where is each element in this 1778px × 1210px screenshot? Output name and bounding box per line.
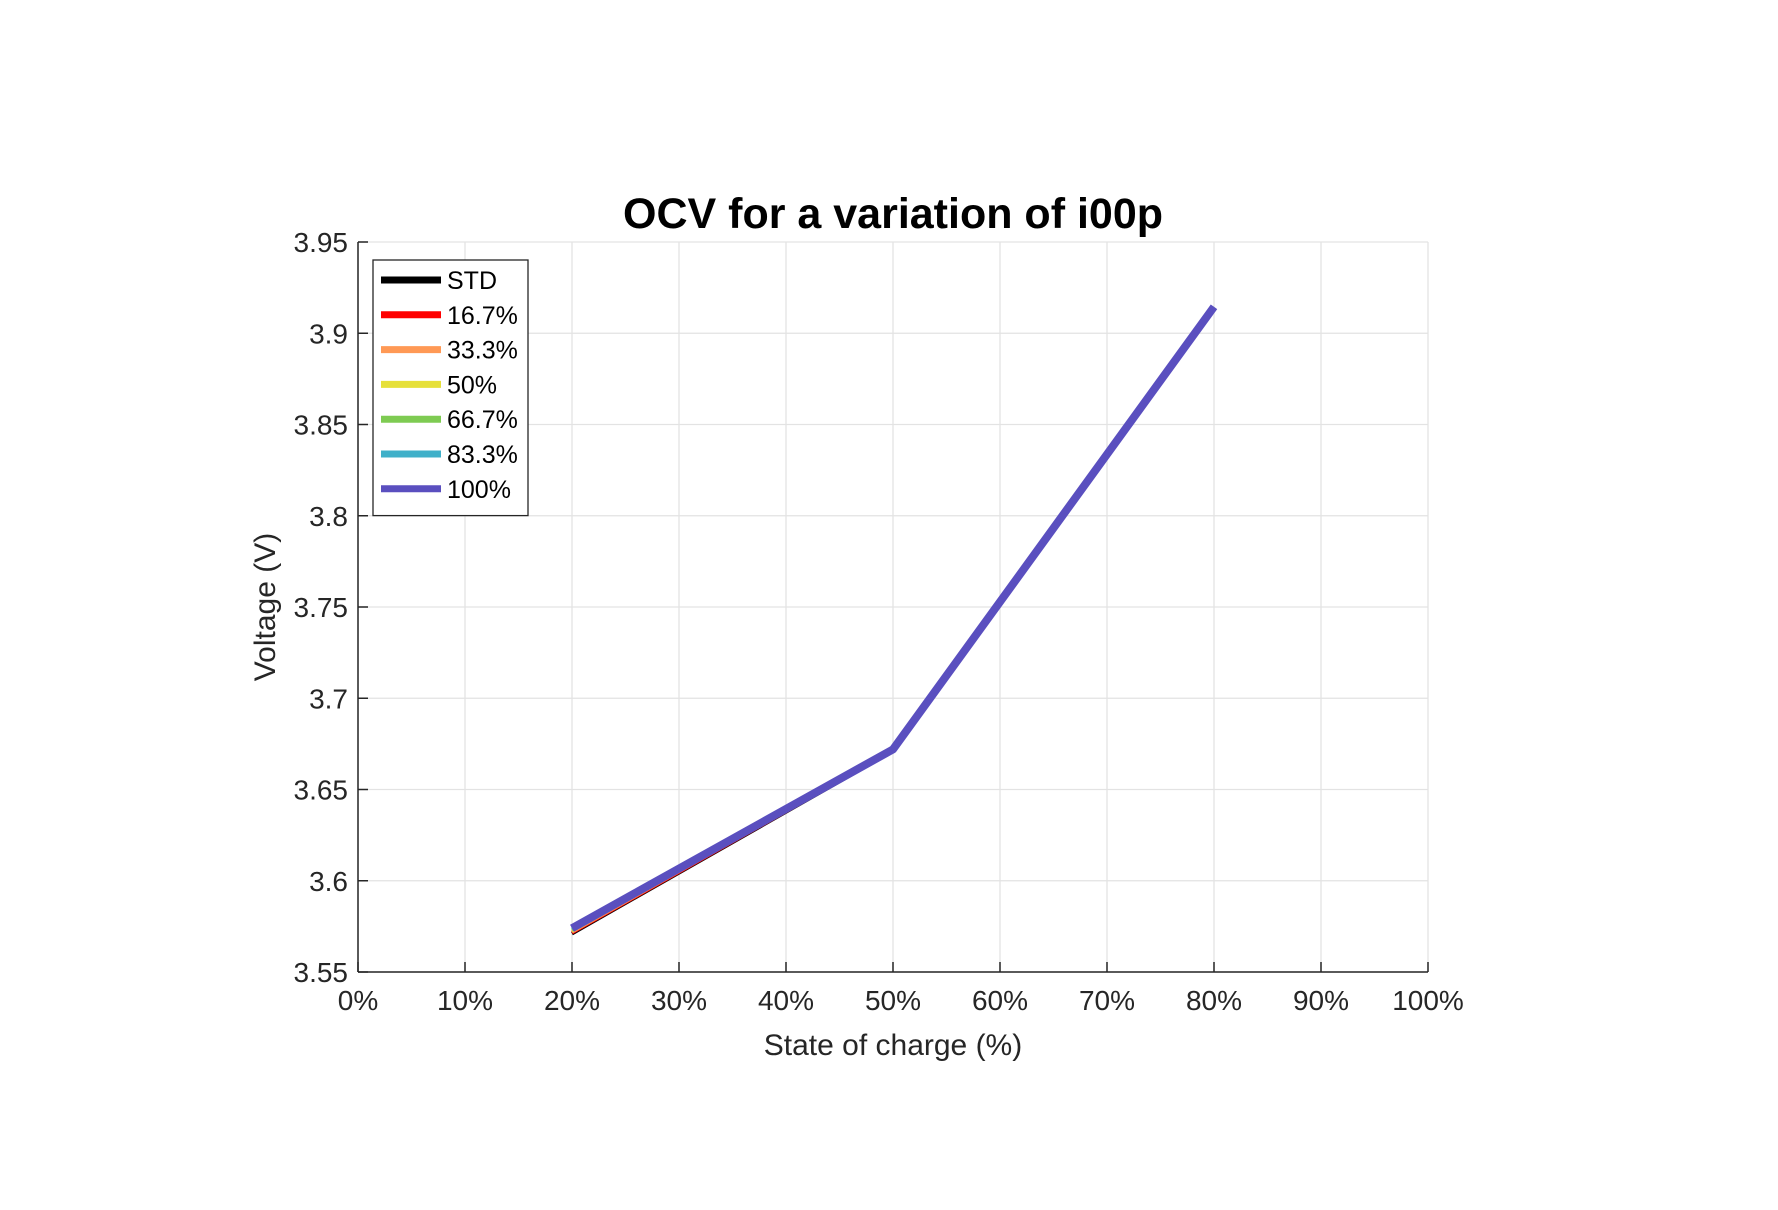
legend-label: 33.3% bbox=[447, 337, 518, 365]
x-axis-label: State of charge (%) bbox=[764, 1029, 1022, 1062]
legend-label: 50% bbox=[447, 371, 497, 399]
y-tick-label: 3.95 bbox=[294, 227, 349, 258]
x-tick-label: 100% bbox=[1392, 985, 1464, 1016]
y-tick-label: 3.65 bbox=[294, 775, 349, 806]
x-tick-label: 50% bbox=[865, 985, 921, 1016]
y-tick-label: 3.85 bbox=[294, 410, 349, 441]
y-tick-label: 3.7 bbox=[309, 683, 348, 714]
legend-label: 16.7% bbox=[447, 302, 518, 330]
legend-label: STD bbox=[447, 267, 497, 295]
y-tick-label: 3.6 bbox=[309, 866, 348, 897]
x-tick-label: 40% bbox=[758, 985, 814, 1016]
x-tick-label: 10% bbox=[437, 985, 493, 1016]
legend: STD 16.7% 33.3% 50% 66.7% 83.3% 100% bbox=[373, 260, 528, 516]
x-tick-label: 0% bbox=[338, 985, 378, 1016]
x-tick-label: 30% bbox=[651, 985, 707, 1016]
x-tick-label: 90% bbox=[1293, 985, 1349, 1016]
x-tick-label: 80% bbox=[1186, 985, 1242, 1016]
y-tick-label: 3.9 bbox=[309, 318, 348, 349]
legend-label: 83.3% bbox=[447, 441, 518, 469]
y-tick-label: 3.75 bbox=[294, 592, 349, 623]
x-tick-label: 20% bbox=[544, 985, 600, 1016]
y-tick-label: 3.55 bbox=[294, 957, 349, 988]
chart-title: OCV for a variation of i00p bbox=[623, 190, 1163, 238]
legend-label: 100% bbox=[447, 476, 511, 504]
x-tick-label: 60% bbox=[972, 985, 1028, 1016]
legend-label: 66.7% bbox=[447, 406, 518, 434]
x-tick-label: 70% bbox=[1079, 985, 1135, 1016]
y-tick-label: 3.8 bbox=[309, 501, 348, 532]
y-axis-label: Voltage (V) bbox=[249, 533, 282, 681]
